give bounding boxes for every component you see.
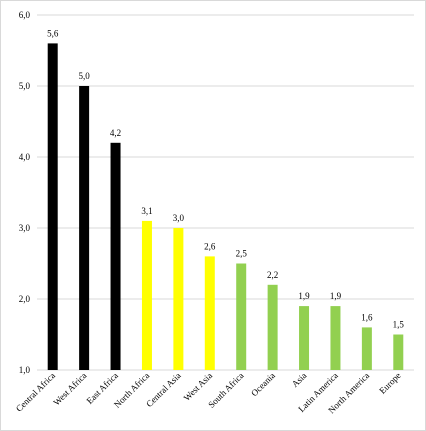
bar — [204, 256, 215, 370]
category-label: Europe — [377, 370, 402, 395]
category-label: Asia — [290, 370, 309, 389]
bar — [173, 228, 184, 370]
bar — [267, 284, 278, 370]
y-tick-label: 2,0 — [19, 294, 31, 304]
data-label: 2,6 — [204, 241, 216, 251]
bar — [299, 306, 310, 370]
data-label: 4,2 — [110, 128, 121, 138]
data-label: 3,0 — [173, 213, 185, 223]
bar — [141, 220, 152, 370]
data-label: 1,9 — [298, 291, 310, 301]
category-label: West Africa — [51, 370, 88, 407]
data-label: 3,1 — [141, 206, 152, 216]
category-label: Oceania — [249, 370, 277, 398]
y-axis-tick-labels: 1,0 2,0 3,0 4,0 5,0 6,0 — [19, 10, 31, 375]
gridlines — [37, 14, 414, 371]
bars — [47, 43, 404, 371]
bar — [361, 327, 372, 370]
bar — [110, 142, 121, 370]
bar — [47, 43, 58, 371]
data-label: 1,9 — [330, 291, 342, 301]
y-tick-label: 5,0 — [19, 81, 31, 91]
data-label: 1,5 — [393, 320, 405, 330]
y-tick-label: 4,0 — [19, 152, 31, 162]
category-label: Central Africa — [14, 370, 57, 413]
y-tick-label: 1,0 — [19, 365, 31, 375]
data-label: 5,6 — [47, 28, 59, 38]
data-label: 5,0 — [79, 71, 91, 81]
y-tick-label: 6,0 — [19, 10, 31, 20]
bar — [79, 86, 90, 370]
bar — [330, 306, 341, 370]
y-tick-label: 3,0 — [19, 223, 31, 233]
data-label: 1,6 — [361, 312, 373, 322]
data-label: 2,2 — [267, 270, 278, 280]
category-label: West Asia — [182, 370, 215, 403]
bar — [236, 263, 247, 370]
data-label: 2,5 — [236, 249, 248, 259]
data-labels: 5,6 5,0 4,2 3,1 3,0 2,6 2,5 2,2 1,9 1,9 1,6 1,5 — [47, 28, 404, 329]
bar — [393, 334, 404, 370]
